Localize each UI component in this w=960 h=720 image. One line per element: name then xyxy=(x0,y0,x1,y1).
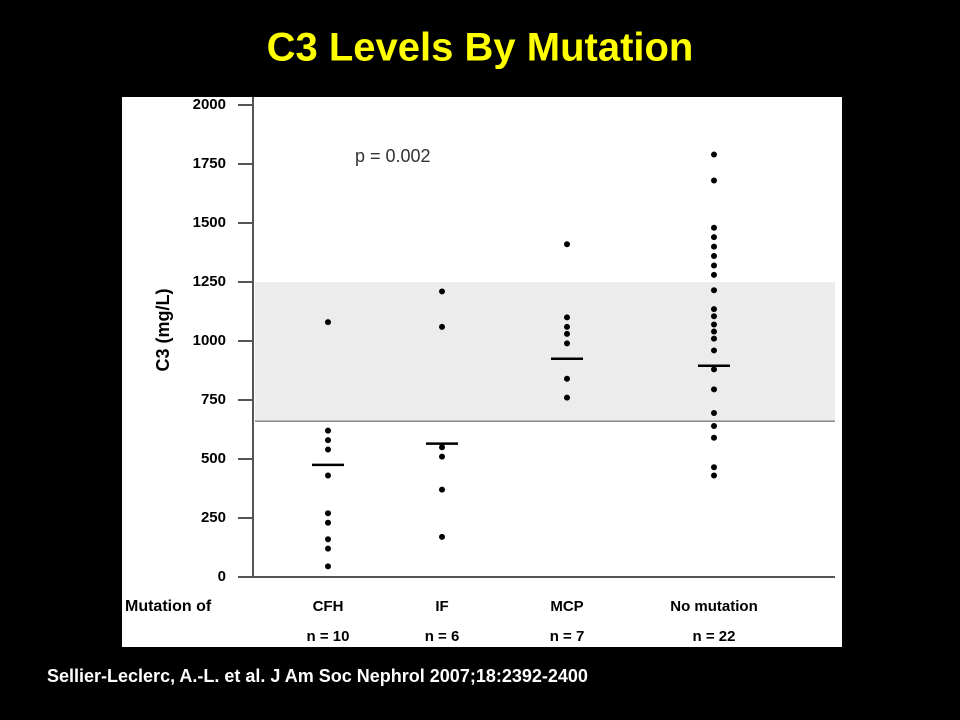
y-tick-label: 2000 xyxy=(193,96,226,113)
data-point xyxy=(711,306,717,313)
data-point xyxy=(439,533,445,540)
reference-band xyxy=(255,282,835,422)
x-axis-label: Mutation of xyxy=(125,598,212,615)
data-point xyxy=(711,386,717,393)
data-point xyxy=(711,434,717,441)
data-point xyxy=(711,224,717,231)
data-point xyxy=(325,472,331,479)
data-point xyxy=(711,328,717,335)
y-tick-label: 750 xyxy=(201,391,226,408)
source: Sellier-Leclerc, A.-L. et al. J Am Soc N… xyxy=(47,666,588,686)
data-point xyxy=(439,288,445,295)
data-point xyxy=(564,394,570,401)
x-tick-label: No mutation xyxy=(670,598,758,615)
data-point xyxy=(711,422,717,429)
data-point xyxy=(439,453,445,460)
data-point xyxy=(325,437,331,444)
y-tick-label: 500 xyxy=(201,450,226,467)
data-point xyxy=(711,151,717,158)
y-tick-label: 250 xyxy=(201,509,226,526)
data-point xyxy=(564,375,570,382)
annotation: p = 0.002 xyxy=(355,146,431,166)
data-point xyxy=(711,464,717,471)
data-point xyxy=(439,486,445,493)
data-point xyxy=(325,563,331,570)
data-point xyxy=(711,253,717,260)
data-point xyxy=(711,335,717,342)
data-point xyxy=(711,177,717,184)
plot: 0 250 500 750 1000 1250 1500 1750 2000 CFH n = 10 I… xyxy=(193,96,835,645)
data-point xyxy=(564,241,570,248)
y-tick-label: 1500 xyxy=(193,214,226,231)
data-point xyxy=(564,323,570,330)
data-point xyxy=(711,313,717,320)
y-tick-label: 0 xyxy=(218,568,226,585)
data-point xyxy=(439,323,445,330)
y-tick-label: 1250 xyxy=(193,273,226,290)
x-tick-label: MCP xyxy=(550,598,583,615)
data-point xyxy=(564,340,570,347)
slide-title: C3 Levels By Mutation xyxy=(267,26,694,70)
data-point xyxy=(325,536,331,543)
data-point xyxy=(564,314,570,321)
data-point xyxy=(439,444,445,451)
data-point xyxy=(711,287,717,294)
data-point xyxy=(325,319,331,326)
data-point xyxy=(325,519,331,526)
n-label: n = 6 xyxy=(425,628,460,645)
x-tick-label: IF xyxy=(435,598,448,615)
n-label: n = 7 xyxy=(550,628,585,645)
data-point xyxy=(325,545,331,552)
y-tick-label: 1000 xyxy=(193,332,226,349)
data-point xyxy=(325,446,331,453)
data-point xyxy=(711,366,717,373)
data-point xyxy=(325,427,331,434)
data-point xyxy=(711,321,717,328)
data-point xyxy=(711,472,717,479)
data-point xyxy=(711,262,717,269)
x-tick-label: CFH xyxy=(313,598,344,615)
y-tick-label: 1750 xyxy=(193,155,226,172)
data-point xyxy=(711,234,717,241)
n-label: n = 10 xyxy=(307,628,350,645)
data-point xyxy=(711,409,717,416)
data-point xyxy=(564,330,570,337)
n-label: n = 22 xyxy=(693,628,736,645)
data-point xyxy=(711,243,717,250)
y-axis-label: C3 (mg/L) xyxy=(153,288,173,371)
data-point xyxy=(325,510,331,517)
data-point xyxy=(711,347,717,354)
data-point xyxy=(711,271,717,278)
